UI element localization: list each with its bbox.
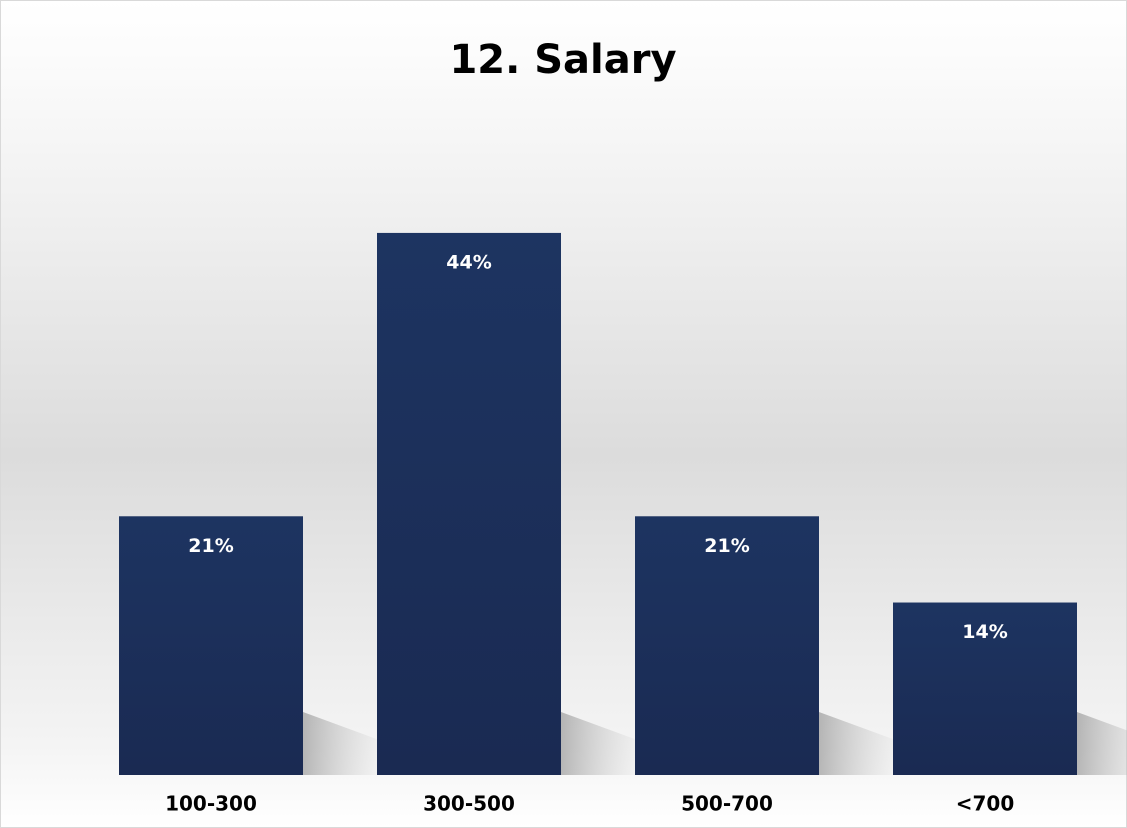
bar (377, 232, 561, 776)
data-label: 14% (962, 621, 1007, 643)
x-tick-label: 500-700 (681, 792, 773, 816)
bar (119, 516, 303, 775)
data-label: 44% (446, 251, 491, 273)
x-tick-label: 300-500 (423, 792, 515, 816)
bar (635, 516, 819, 775)
x-tick-label: 100-300 (165, 792, 257, 816)
data-label: 21% (188, 535, 233, 557)
bar-shadow (819, 712, 909, 775)
bar-shadow (1077, 712, 1127, 775)
bar (893, 602, 1077, 775)
plot-area: 21% 100-300 44% 300-500 21% 500-700 14% <700 (119, 232, 1127, 816)
bar-shadow (561, 712, 651, 775)
data-label: 21% (704, 535, 749, 557)
x-tick-label: <700 (956, 792, 1015, 816)
bar-shadow (303, 712, 393, 775)
chart-title: 12. Salary (449, 37, 676, 83)
